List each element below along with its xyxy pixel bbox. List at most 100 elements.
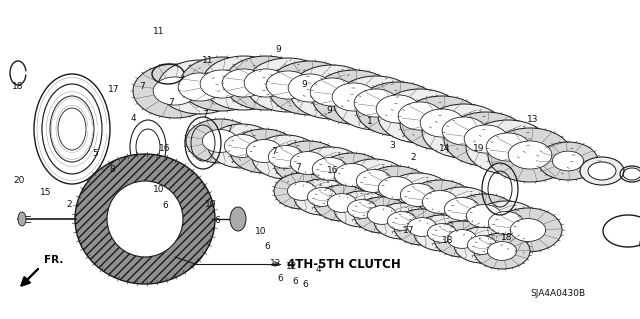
Text: 16: 16 bbox=[327, 166, 339, 175]
Ellipse shape bbox=[208, 124, 276, 168]
Text: 17: 17 bbox=[108, 85, 120, 94]
Text: 3: 3 bbox=[389, 141, 394, 150]
Ellipse shape bbox=[287, 182, 317, 200]
Ellipse shape bbox=[374, 203, 430, 239]
Text: 7: 7 bbox=[169, 98, 174, 107]
Ellipse shape bbox=[107, 181, 183, 257]
Ellipse shape bbox=[334, 191, 390, 227]
Ellipse shape bbox=[334, 76, 418, 130]
Text: 7: 7 bbox=[295, 163, 300, 172]
Ellipse shape bbox=[224, 135, 260, 158]
Ellipse shape bbox=[296, 147, 364, 191]
Text: 13: 13 bbox=[527, 115, 538, 124]
Ellipse shape bbox=[580, 157, 624, 185]
Ellipse shape bbox=[422, 190, 458, 213]
Ellipse shape bbox=[467, 236, 497, 254]
Ellipse shape bbox=[230, 129, 298, 173]
Text: 11: 11 bbox=[153, 27, 164, 36]
Ellipse shape bbox=[434, 221, 490, 257]
Ellipse shape bbox=[454, 227, 510, 263]
Ellipse shape bbox=[447, 230, 477, 249]
Ellipse shape bbox=[450, 194, 518, 238]
Text: 4: 4 bbox=[316, 265, 321, 274]
Text: 6: 6 bbox=[278, 274, 283, 283]
Ellipse shape bbox=[474, 233, 530, 269]
Text: 12: 12 bbox=[269, 259, 281, 268]
Ellipse shape bbox=[274, 141, 342, 185]
Text: 20: 20 bbox=[13, 176, 25, 185]
Ellipse shape bbox=[488, 211, 524, 234]
Text: 10: 10 bbox=[255, 227, 267, 236]
Ellipse shape bbox=[508, 141, 552, 169]
Ellipse shape bbox=[486, 133, 530, 161]
Text: 10: 10 bbox=[205, 200, 217, 209]
Text: 7: 7 bbox=[140, 82, 145, 91]
Ellipse shape bbox=[378, 89, 462, 143]
Ellipse shape bbox=[354, 89, 398, 117]
Text: 6: 6 bbox=[215, 216, 220, 225]
Ellipse shape bbox=[180, 57, 264, 111]
Ellipse shape bbox=[354, 197, 410, 233]
Ellipse shape bbox=[494, 208, 562, 252]
Ellipse shape bbox=[202, 130, 237, 152]
Ellipse shape bbox=[376, 95, 420, 123]
Ellipse shape bbox=[153, 77, 197, 105]
Ellipse shape bbox=[340, 159, 408, 203]
Ellipse shape bbox=[246, 58, 330, 112]
Ellipse shape bbox=[246, 139, 282, 162]
Ellipse shape bbox=[464, 125, 508, 153]
Ellipse shape bbox=[158, 60, 242, 114]
Ellipse shape bbox=[222, 69, 266, 97]
Text: 6: 6 bbox=[163, 201, 168, 210]
Ellipse shape bbox=[312, 70, 396, 124]
Text: 12: 12 bbox=[285, 262, 297, 271]
Ellipse shape bbox=[387, 211, 417, 230]
Text: 7: 7 bbox=[227, 125, 232, 134]
Text: FR.: FR. bbox=[44, 255, 63, 265]
Ellipse shape bbox=[466, 120, 550, 174]
Ellipse shape bbox=[230, 207, 246, 231]
Ellipse shape bbox=[510, 219, 546, 241]
Ellipse shape bbox=[348, 200, 376, 219]
Text: 11: 11 bbox=[202, 56, 214, 65]
Ellipse shape bbox=[488, 128, 572, 182]
Ellipse shape bbox=[332, 83, 376, 111]
Ellipse shape bbox=[200, 70, 244, 98]
Ellipse shape bbox=[274, 173, 330, 209]
Ellipse shape bbox=[384, 173, 452, 217]
Ellipse shape bbox=[428, 187, 496, 231]
Ellipse shape bbox=[252, 135, 320, 179]
Text: 6: 6 bbox=[303, 280, 308, 289]
Ellipse shape bbox=[400, 96, 484, 150]
Ellipse shape bbox=[408, 218, 436, 236]
Ellipse shape bbox=[307, 188, 337, 206]
Ellipse shape bbox=[310, 78, 354, 106]
Ellipse shape bbox=[552, 151, 584, 171]
Ellipse shape bbox=[398, 102, 442, 130]
Text: 18: 18 bbox=[12, 82, 24, 91]
Ellipse shape bbox=[18, 212, 26, 226]
Ellipse shape bbox=[178, 73, 222, 101]
Ellipse shape bbox=[428, 224, 456, 242]
Ellipse shape bbox=[367, 206, 397, 224]
Text: 7: 7 bbox=[271, 147, 276, 156]
Ellipse shape bbox=[472, 201, 540, 245]
Ellipse shape bbox=[186, 119, 254, 163]
Ellipse shape bbox=[401, 183, 436, 206]
Ellipse shape bbox=[244, 69, 288, 97]
Text: 2: 2 bbox=[410, 153, 415, 162]
Text: 5: 5 bbox=[92, 149, 97, 158]
Text: 9: 9 bbox=[327, 106, 332, 115]
Ellipse shape bbox=[268, 145, 304, 168]
Ellipse shape bbox=[442, 117, 486, 145]
Ellipse shape bbox=[420, 109, 464, 137]
Ellipse shape bbox=[414, 215, 470, 251]
Text: 18: 18 bbox=[501, 233, 513, 242]
Ellipse shape bbox=[294, 179, 350, 215]
Text: 7: 7 bbox=[202, 110, 207, 119]
Text: 18: 18 bbox=[442, 236, 454, 245]
Text: 4: 4 bbox=[131, 114, 136, 122]
Ellipse shape bbox=[328, 194, 356, 212]
Text: 9: 9 bbox=[301, 80, 307, 89]
Ellipse shape bbox=[588, 162, 616, 180]
